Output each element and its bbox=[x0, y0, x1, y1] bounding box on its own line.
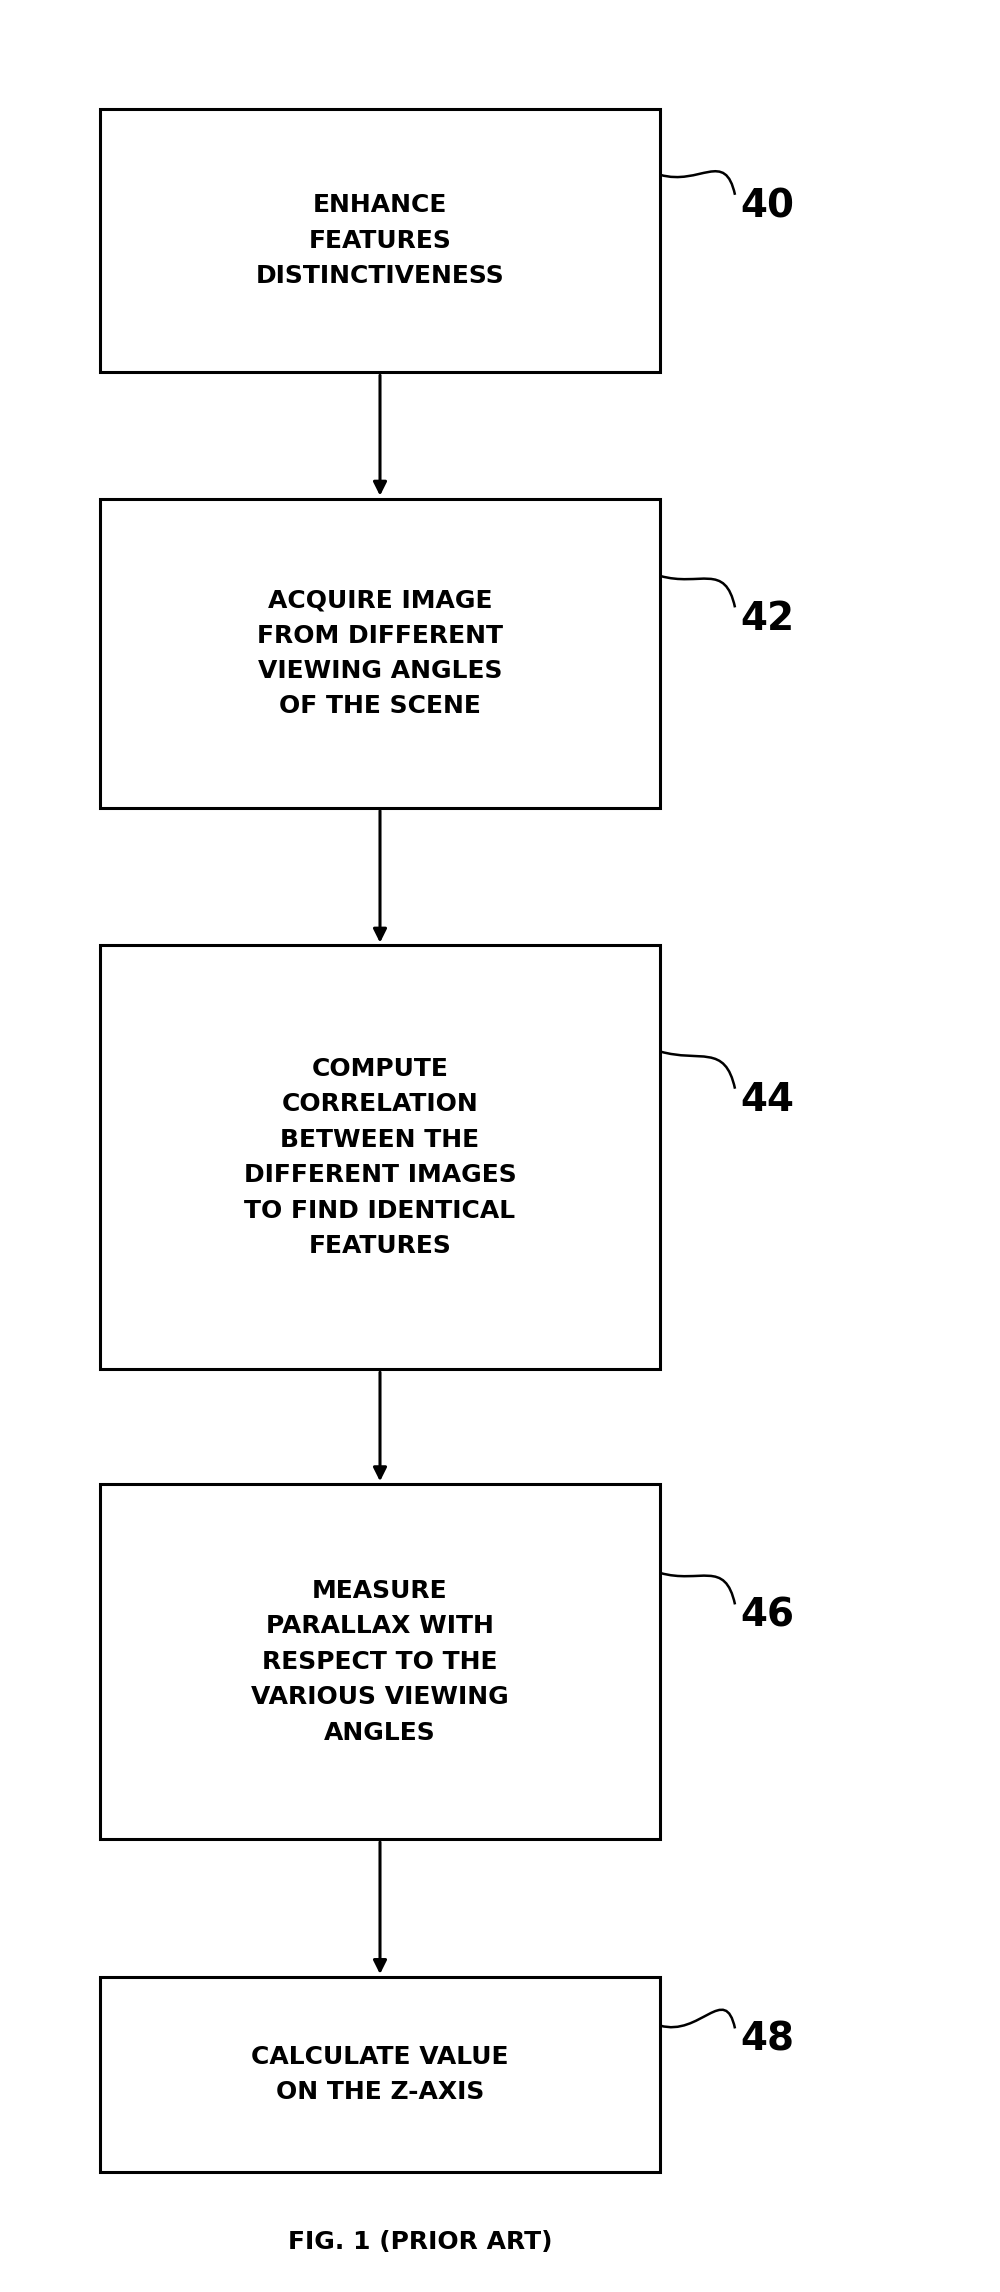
FancyBboxPatch shape bbox=[100, 1976, 660, 2173]
Text: 46: 46 bbox=[740, 1598, 794, 1634]
Text: COMPUTE
CORRELATION
BETWEEN THE
DIFFERENT IMAGES
TO FIND IDENTICAL
FEATURES: COMPUTE CORRELATION BETWEEN THE DIFFEREN… bbox=[244, 1057, 516, 1258]
Text: 44: 44 bbox=[740, 1082, 794, 1118]
FancyBboxPatch shape bbox=[100, 108, 660, 371]
Text: CALCULATE VALUE
ON THE Z-AXIS: CALCULATE VALUE ON THE Z-AXIS bbox=[251, 2044, 509, 2104]
FancyBboxPatch shape bbox=[100, 947, 660, 1371]
FancyBboxPatch shape bbox=[100, 500, 660, 809]
Text: ACQUIRE IMAGE
FROM DIFFERENT
VIEWING ANGLES
OF THE SCENE: ACQUIRE IMAGE FROM DIFFERENT VIEWING ANG… bbox=[257, 589, 503, 717]
Text: 42: 42 bbox=[740, 601, 794, 637]
Text: MEASURE
PARALLAX WITH
RESPECT TO THE
VARIOUS VIEWING
ANGLES: MEASURE PARALLAX WITH RESPECT TO THE VAR… bbox=[251, 1579, 509, 1744]
FancyBboxPatch shape bbox=[100, 1485, 660, 1838]
Text: ENHANCE
FEATURES
DISTINCTIVENESS: ENHANCE FEATURES DISTINCTIVENESS bbox=[256, 193, 504, 289]
Text: FIG. 1 (PRIOR ART): FIG. 1 (PRIOR ART) bbox=[288, 2230, 552, 2253]
Text: 40: 40 bbox=[740, 188, 794, 225]
Text: 48: 48 bbox=[740, 2022, 794, 2058]
